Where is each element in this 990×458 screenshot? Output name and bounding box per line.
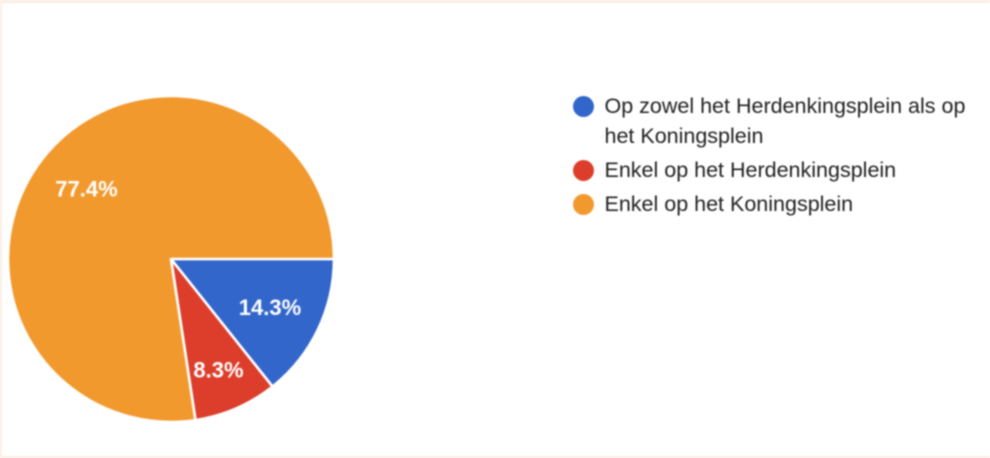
svg-text:77.4%: 77.4% <box>55 176 117 201</box>
svg-text:8.3%: 8.3% <box>193 358 243 383</box>
svg-text:14.3%: 14.3% <box>239 295 301 320</box>
